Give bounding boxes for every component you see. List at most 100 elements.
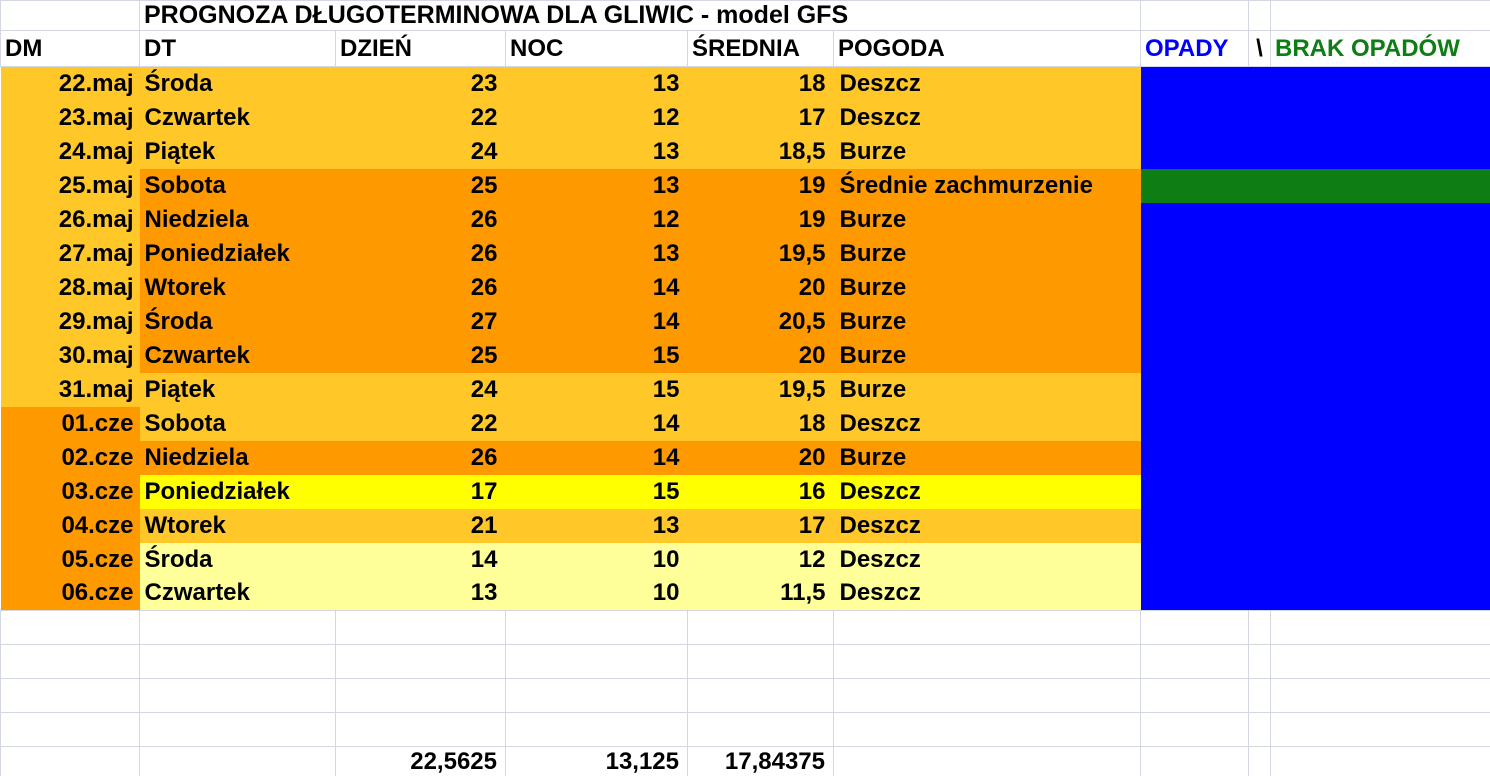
cell-pogoda[interactable]: Burze (833, 372, 1141, 407)
empty-cell[interactable] (0, 610, 140, 645)
cell-noc[interactable]: 10 (505, 542, 688, 577)
cell-dt[interactable]: Poniedziałek (139, 236, 336, 271)
cell-pogoda[interactable]: Burze (833, 338, 1141, 373)
cell-pogoda[interactable]: Burze (833, 304, 1141, 339)
cell-opady-status[interactable] (1140, 168, 1490, 203)
column-header-opady[interactable]: OPADY (1140, 30, 1249, 67)
cell-noc[interactable]: 13 (505, 236, 688, 271)
empty-cell[interactable] (335, 610, 506, 645)
cell-dzien[interactable]: 26 (335, 202, 506, 237)
cell-dm[interactable]: 27.maj (0, 236, 140, 271)
cell-pogoda[interactable]: Deszcz (833, 576, 1141, 611)
cell-dm[interactable]: 22.maj (0, 66, 140, 101)
empty-cell[interactable] (0, 644, 140, 679)
empty-cell[interactable] (687, 712, 834, 747)
cell-noc[interactable]: 10 (505, 576, 688, 611)
cell-srednia[interactable]: 17 (687, 508, 834, 543)
cell-pogoda[interactable]: Deszcz (833, 100, 1141, 135)
column-header-srednia[interactable]: ŚREDNIA (687, 30, 834, 67)
cell-dt[interactable]: Czwartek (139, 338, 336, 373)
empty-cell[interactable] (0, 0, 140, 31)
cell-noc[interactable]: 15 (505, 338, 688, 373)
cell-dzien[interactable]: 25 (335, 168, 506, 203)
cell-pogoda[interactable]: Deszcz (833, 542, 1141, 577)
cell-dm[interactable]: 26.maj (0, 202, 140, 237)
cell-dm[interactable]: 28.maj (0, 270, 140, 305)
cell-dm[interactable]: 24.maj (0, 134, 140, 169)
column-header-dzien[interactable]: DZIEŃ (335, 30, 506, 67)
cell-dt[interactable]: Wtorek (139, 270, 336, 305)
cell-opady-status[interactable] (1140, 66, 1490, 101)
column-header-noc[interactable]: NOC (505, 30, 688, 67)
cell-srednia[interactable]: 19 (687, 168, 834, 203)
cell-noc[interactable]: 15 (505, 372, 688, 407)
cell-dm[interactable]: 06.cze (0, 576, 140, 611)
cell-dt[interactable]: Czwartek (139, 100, 336, 135)
empty-cell[interactable] (505, 712, 688, 747)
cell-dm[interactable]: 29.maj (0, 304, 140, 339)
cell-dzien[interactable]: 26 (335, 236, 506, 271)
cell-dm[interactable]: 03.cze (0, 474, 140, 509)
empty-cell[interactable] (1270, 610, 1490, 645)
cell-noc[interactable]: 14 (505, 440, 688, 475)
empty-cell[interactable] (1140, 644, 1249, 679)
empty-cell[interactable] (1248, 712, 1271, 747)
cell-dm[interactable]: 23.maj (0, 100, 140, 135)
empty-cell[interactable] (1140, 610, 1249, 645)
cell-dt[interactable]: Piątek (139, 134, 336, 169)
column-header-separator[interactable]: \ (1248, 30, 1271, 67)
cell-srednia[interactable]: 11,5 (687, 576, 834, 611)
cell-dt[interactable]: Czwartek (139, 576, 336, 611)
cell-dt[interactable]: Piątek (139, 372, 336, 407)
empty-cell[interactable] (833, 746, 1141, 776)
cell-dt[interactable]: Niedziela (139, 202, 336, 237)
cell-dzien[interactable]: 21 (335, 508, 506, 543)
empty-cell[interactable] (1248, 746, 1271, 776)
cell-dm[interactable]: 31.maj (0, 372, 140, 407)
empty-cell[interactable] (335, 678, 506, 713)
empty-cell[interactable] (833, 644, 1141, 679)
cell-srednia[interactable]: 19 (687, 202, 834, 237)
cell-pogoda[interactable]: Deszcz (833, 508, 1141, 543)
cell-noc[interactable]: 15 (505, 474, 688, 509)
empty-cell[interactable] (505, 678, 688, 713)
empty-cell[interactable] (1140, 712, 1249, 747)
average-noc[interactable]: 13,125 (505, 746, 688, 776)
cell-opady-status[interactable] (1140, 338, 1490, 373)
empty-cell[interactable] (335, 712, 506, 747)
empty-cell[interactable] (1248, 610, 1271, 645)
cell-dzien[interactable]: 23 (335, 66, 506, 101)
cell-dt[interactable]: Sobota (139, 168, 336, 203)
empty-cell[interactable] (1248, 0, 1271, 31)
cell-dzien[interactable]: 22 (335, 100, 506, 135)
cell-dt[interactable]: Środa (139, 66, 336, 101)
cell-dt[interactable]: Wtorek (139, 508, 336, 543)
cell-srednia[interactable]: 20 (687, 440, 834, 475)
empty-cell[interactable] (139, 610, 336, 645)
cell-opady-status[interactable] (1140, 406, 1490, 441)
cell-opady-status[interactable] (1140, 134, 1490, 169)
cell-dm[interactable]: 05.cze (0, 542, 140, 577)
empty-cell[interactable] (139, 678, 336, 713)
cell-dt[interactable]: Środa (139, 304, 336, 339)
cell-srednia[interactable]: 17 (687, 100, 834, 135)
empty-cell[interactable] (833, 712, 1141, 747)
empty-cell[interactable] (833, 610, 1141, 645)
cell-opady-status[interactable] (1140, 372, 1490, 407)
cell-srednia[interactable]: 20 (687, 338, 834, 373)
cell-opady-status[interactable] (1140, 236, 1490, 271)
cell-pogoda[interactable]: Deszcz (833, 474, 1141, 509)
empty-cell[interactable] (0, 678, 140, 713)
cell-dt[interactable]: Poniedziałek (139, 474, 336, 509)
cell-noc[interactable]: 14 (505, 270, 688, 305)
cell-pogoda[interactable]: Burze (833, 440, 1141, 475)
cell-pogoda[interactable]: Średnie zachmurzenie (833, 168, 1141, 203)
column-header-dm[interactable]: DM (0, 30, 140, 67)
empty-cell[interactable] (687, 610, 834, 645)
cell-noc[interactable]: 13 (505, 66, 688, 101)
cell-srednia[interactable]: 19,5 (687, 372, 834, 407)
empty-cell[interactable] (1140, 0, 1249, 31)
empty-cell[interactable] (139, 644, 336, 679)
cell-opady-status[interactable] (1140, 270, 1490, 305)
empty-cell[interactable] (139, 746, 336, 776)
